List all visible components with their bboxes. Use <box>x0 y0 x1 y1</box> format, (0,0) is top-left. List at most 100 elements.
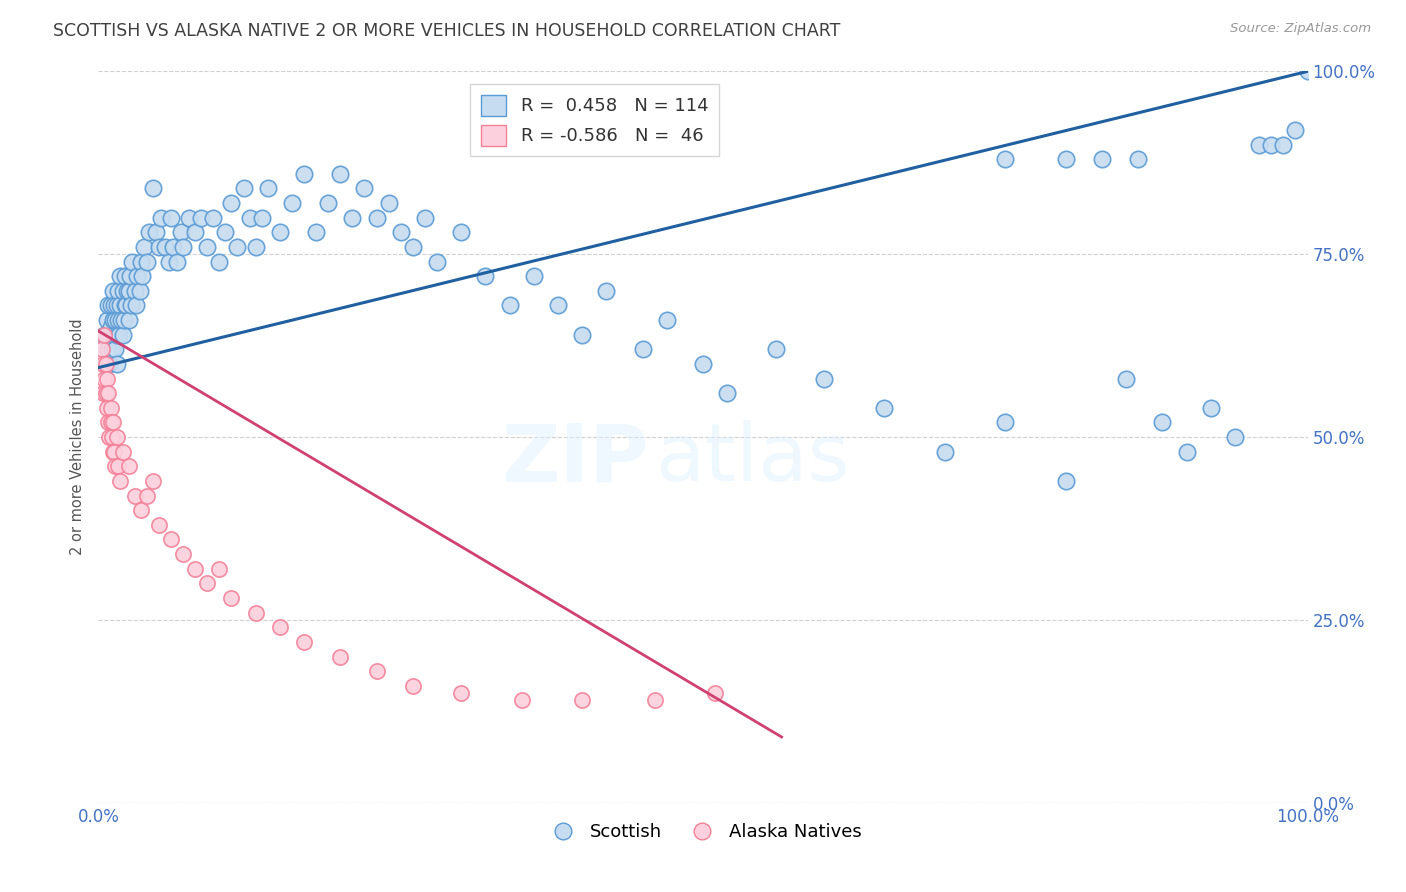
Point <box>366 664 388 678</box>
Point <box>172 240 194 254</box>
Point <box>108 298 131 312</box>
Point <box>104 343 127 357</box>
Point <box>135 489 157 503</box>
Point <box>692 357 714 371</box>
Point <box>292 167 315 181</box>
Point <box>118 269 141 284</box>
Point <box>704 686 727 700</box>
Point <box>1128 152 1150 166</box>
Point <box>94 357 117 371</box>
Y-axis label: 2 or more Vehicles in Household: 2 or more Vehicles in Household <box>70 318 86 556</box>
Point <box>129 254 152 268</box>
Point <box>402 240 425 254</box>
Point <box>118 459 141 474</box>
Point <box>157 254 180 268</box>
Point <box>571 327 593 342</box>
Point <box>105 430 128 444</box>
Point <box>195 240 218 254</box>
Point <box>120 298 142 312</box>
Point <box>1296 64 1319 78</box>
Point <box>101 313 124 327</box>
Point <box>1054 152 1077 166</box>
Point <box>94 386 117 401</box>
Point <box>239 211 262 225</box>
Point <box>256 181 278 195</box>
Point <box>118 284 141 298</box>
Point <box>115 298 138 312</box>
Point <box>172 547 194 561</box>
Point <box>97 386 120 401</box>
Point <box>100 401 122 415</box>
Point <box>329 167 352 181</box>
Point <box>184 225 207 239</box>
Point <box>160 533 183 547</box>
Point <box>124 489 146 503</box>
Point <box>934 444 956 458</box>
Point <box>127 269 149 284</box>
Point <box>118 313 141 327</box>
Point <box>100 430 122 444</box>
Point <box>1199 401 1222 415</box>
Point <box>221 196 243 211</box>
Point <box>523 269 546 284</box>
Legend: Scottish, Alaska Natives: Scottish, Alaska Natives <box>537 816 869 848</box>
Point <box>221 591 243 605</box>
Point <box>402 679 425 693</box>
Point <box>153 240 176 254</box>
Point <box>269 620 291 634</box>
Point <box>104 459 127 474</box>
Point <box>644 693 666 707</box>
Point <box>98 357 121 371</box>
Point <box>547 298 569 312</box>
Point <box>245 606 267 620</box>
Point <box>208 254 231 268</box>
Point <box>117 284 139 298</box>
Point <box>595 284 617 298</box>
Text: ZIP: ZIP <box>502 420 648 498</box>
Point <box>366 211 388 225</box>
Point <box>389 225 412 239</box>
Point <box>450 686 472 700</box>
Point <box>195 576 218 591</box>
Point <box>100 320 122 334</box>
Point <box>413 211 436 225</box>
Point <box>1115 371 1137 385</box>
Point <box>190 211 212 225</box>
Point <box>281 196 304 211</box>
Point <box>96 401 118 415</box>
Point <box>474 269 496 284</box>
Point <box>353 181 375 195</box>
Point <box>232 181 254 195</box>
Point <box>426 254 449 268</box>
Point <box>292 635 315 649</box>
Point <box>813 371 835 385</box>
Point <box>107 284 129 298</box>
Point <box>135 254 157 268</box>
Point <box>107 313 129 327</box>
Point <box>873 401 896 415</box>
Point <box>631 343 654 357</box>
Point <box>138 225 160 239</box>
Point <box>1260 137 1282 152</box>
Point <box>93 371 115 385</box>
Point <box>269 225 291 239</box>
Point <box>111 284 134 298</box>
Point <box>112 313 135 327</box>
Point <box>179 211 201 225</box>
Point <box>96 313 118 327</box>
Point <box>184 562 207 576</box>
Point <box>104 313 127 327</box>
Text: atlas: atlas <box>655 420 849 498</box>
Point <box>97 416 120 430</box>
Point <box>142 474 165 488</box>
Point <box>103 298 125 312</box>
Point <box>342 211 364 225</box>
Point <box>148 240 170 254</box>
Point <box>97 298 120 312</box>
Point <box>1284 123 1306 137</box>
Point <box>97 343 120 357</box>
Point <box>377 196 399 211</box>
Point <box>100 416 122 430</box>
Point <box>105 357 128 371</box>
Point <box>160 211 183 225</box>
